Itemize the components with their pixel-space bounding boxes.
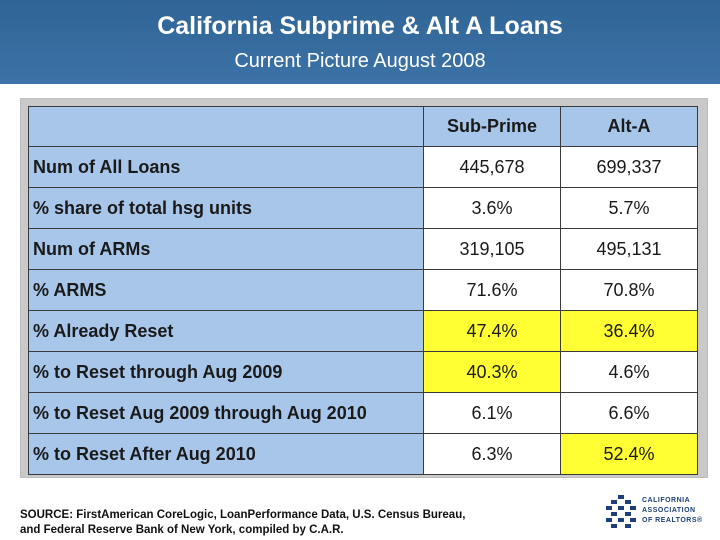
- car-logo: CALIFORNIA ASSOCIATION OF REALTORS®: [604, 492, 714, 536]
- logo-line-1: CALIFORNIA: [642, 497, 691, 504]
- column-header-label: [28, 106, 424, 147]
- table-row: Num of ARMs 319,105 495,131: [28, 228, 698, 270]
- alt-a-value: 52.4%: [560, 433, 698, 475]
- slide-header: California Subprime & Alt A Loans Curren…: [0, 0, 720, 84]
- table-row: % share of total hsg units 3.6% 5.7%: [28, 187, 698, 229]
- sub-prime-value: 319,105: [423, 228, 561, 270]
- table-row: % to Reset After Aug 2010 6.3% 52.4%: [28, 433, 698, 475]
- sub-prime-value: 71.6%: [423, 269, 561, 311]
- row-label: % to Reset Aug 2009 through Aug 2010: [28, 392, 424, 434]
- alt-a-value: 495,131: [560, 228, 698, 270]
- column-header-sub-prime: Sub-Prime: [423, 106, 561, 147]
- table-row: % to Reset through Aug 2009 40.3% 4.6%: [28, 351, 698, 393]
- row-label: % ARMS: [28, 269, 424, 311]
- alt-a-value: 4.6%: [560, 351, 698, 393]
- source-line-2: and Federal Reserve Bank of New York, co…: [20, 524, 344, 536]
- sub-prime-value: 40.3%: [423, 351, 561, 393]
- alt-a-value: 699,337: [560, 146, 698, 188]
- table-frame: Sub-Prime Alt-A Num of All Loans 445,678 6…: [20, 98, 708, 478]
- source-note: SOURCE: FirstAmerican CoreLogic, LoanPer…: [20, 508, 580, 538]
- row-label: % to Reset through Aug 2009: [28, 351, 424, 393]
- row-label: Num of All Loans: [28, 146, 424, 188]
- table-header-row: Sub-Prime Alt-A: [28, 106, 698, 147]
- car-logo-text: CALIFORNIA ASSOCIATION OF REALTORS®: [642, 496, 714, 526]
- logo-line-3: OF REALTORS®: [642, 517, 703, 524]
- alt-a-value: 6.6%: [560, 392, 698, 434]
- slide-title: California Subprime & Alt A Loans: [157, 12, 563, 40]
- loans-table: Sub-Prime Alt-A Num of All Loans 445,678 6…: [28, 106, 698, 475]
- sub-prime-value: 445,678: [423, 146, 561, 188]
- row-label: % Already Reset: [28, 310, 424, 352]
- sub-prime-value: 6.3%: [423, 433, 561, 475]
- table-row: % Already Reset 47.4% 36.4%: [28, 310, 698, 352]
- alt-a-value: 36.4%: [560, 310, 698, 352]
- source-line-1: SOURCE: FirstAmerican CoreLogic, LoanPer…: [20, 509, 466, 521]
- alt-a-value: 70.8%: [560, 269, 698, 311]
- row-label: % to Reset After Aug 2010: [28, 433, 424, 475]
- sub-prime-value: 6.1%: [423, 392, 561, 434]
- sub-prime-value: 47.4%: [423, 310, 561, 352]
- alt-a-value: 5.7%: [560, 187, 698, 229]
- row-label: % share of total hsg units: [28, 187, 424, 229]
- table-row: % ARMS 71.6% 70.8%: [28, 269, 698, 311]
- sub-prime-value: 3.6%: [423, 187, 561, 229]
- row-label: Num of ARMs: [28, 228, 424, 270]
- slide-subtitle: Current Picture August 2008: [234, 50, 486, 72]
- table-row: Num of All Loans 445,678 699,337: [28, 146, 698, 188]
- logo-line-2: ASSOCIATION: [642, 507, 696, 514]
- car-logo-icon: [606, 495, 636, 528]
- column-header-alt-a: Alt-A: [560, 106, 698, 147]
- table-row: % to Reset Aug 2009 through Aug 2010 6.1%…: [28, 392, 698, 434]
